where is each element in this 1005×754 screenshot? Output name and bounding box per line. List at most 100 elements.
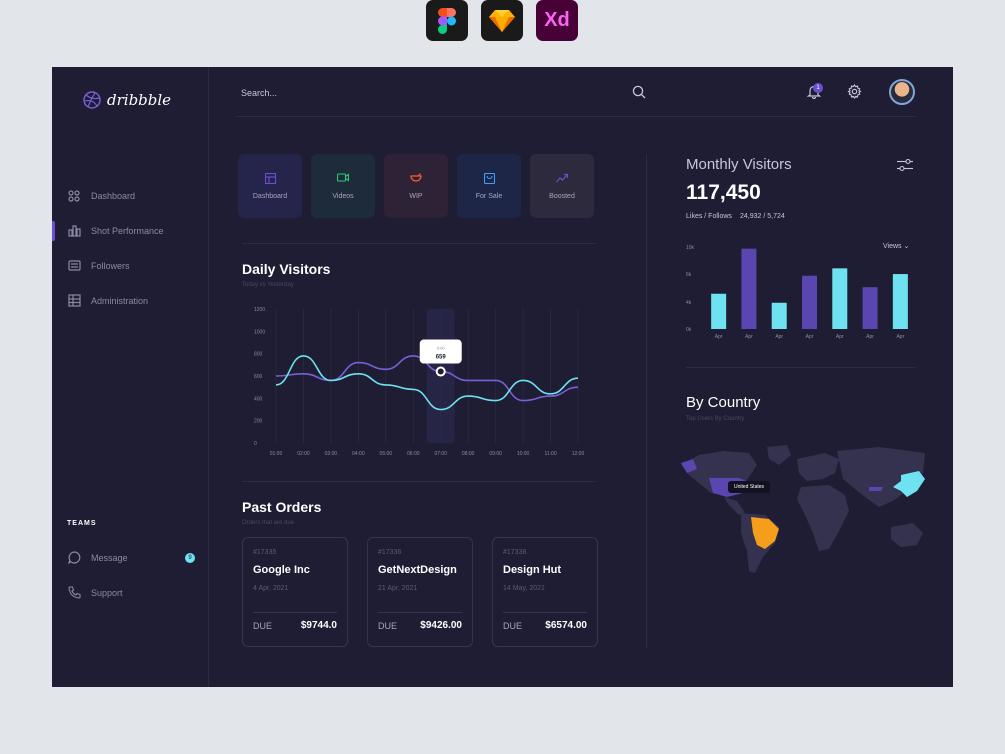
- filter-sliders-icon[interactable]: [897, 158, 913, 177]
- views-dropdown-label: Views: [883, 243, 902, 250]
- category-videos[interactable]: Videos: [311, 154, 375, 218]
- sidebar-item-dashboard[interactable]: Dashboard: [52, 178, 209, 213]
- sidebar-item-label: Shot Performance: [91, 225, 164, 236]
- y-tick-label: 10k: [686, 245, 695, 251]
- sidebar-item-followers[interactable]: Followers: [52, 248, 209, 283]
- bar[interactable]: [862, 287, 878, 329]
- order-card[interactable]: #17335 Google Inc 4 Apr, 2021 DUE $9744.…: [242, 537, 348, 647]
- dashboard-window: dribbble Dashboard Shot Performance Foll…: [52, 67, 953, 687]
- order-client: Google Inc: [253, 564, 310, 576]
- message-count-badge: 9: [185, 552, 195, 563]
- likes-follows-value: 24,932 / 5,724: [740, 213, 785, 220]
- x-tick-label: 06:00: [407, 451, 420, 457]
- x-tick-label: Apr: [866, 334, 874, 340]
- bar[interactable]: [771, 302, 787, 329]
- bar[interactable]: [802, 275, 817, 329]
- y-tick-label: 4k: [686, 300, 692, 306]
- divider: [686, 367, 916, 368]
- map-australia: [891, 523, 923, 547]
- sidebar: dribbble Dashboard Shot Performance Foll…: [52, 67, 209, 687]
- video-icon: [336, 172, 350, 185]
- list-icon: [67, 259, 81, 273]
- y-tick-label: 600: [254, 374, 263, 380]
- order-divider: [503, 612, 587, 613]
- category-label: Videos: [332, 192, 354, 200]
- order-amount: $9426.00: [420, 620, 462, 631]
- x-tick-label: 10:00: [517, 451, 530, 457]
- map-brazil[interactable]: [751, 517, 779, 549]
- category-label: WIP: [409, 192, 423, 200]
- orders-list: #17335 Google Inc 4 Apr, 2021 DUE $9744.…: [242, 537, 598, 647]
- sidebar-item-label: Message: [91, 552, 128, 563]
- search-icon[interactable]: [632, 85, 646, 104]
- map-africa: [797, 485, 849, 551]
- daily-visitors-title: Daily Visitors: [242, 261, 331, 277]
- trending-icon: [556, 173, 569, 185]
- sidebar-item-label: Dashboard: [91, 190, 136, 201]
- x-tick-label: Apr: [745, 334, 753, 340]
- past-orders-subtitle: Orders that are due: [242, 520, 295, 526]
- bar[interactable]: [832, 268, 848, 329]
- order-divider: [378, 612, 462, 613]
- y-tick-label: 200: [254, 419, 263, 425]
- order-card[interactable]: #17336 GetNextDesign 21 Apr, 2021 DUE $9…: [367, 537, 473, 647]
- x-tick-label: Apr: [896, 334, 904, 340]
- order-divider: [253, 612, 337, 613]
- bag-icon: [483, 172, 495, 185]
- category-dashboard[interactable]: Dashboard: [238, 154, 302, 218]
- views-dropdown[interactable]: Views ⌄: [883, 242, 909, 250]
- category-boosted[interactable]: Boosted: [530, 154, 594, 218]
- layout-icon: [264, 172, 276, 185]
- order-amount: $9744.0: [300, 620, 337, 631]
- category-wip[interactable]: WIP: [384, 154, 448, 218]
- xd-label: Xd: [544, 9, 570, 31]
- order-card[interactable]: #17338 Design Hut 14 May, 2021 DUE $6574…: [492, 537, 598, 647]
- x-tick-label: 12:00: [572, 451, 585, 457]
- order-due-label: DUE: [253, 621, 273, 631]
- monthly-visitors-value: 117,450: [686, 181, 761, 204]
- y-tick-label: 0k: [686, 327, 692, 333]
- data-point-marker[interactable]: [435, 366, 446, 377]
- sidebar-item-label: Administration: [91, 295, 149, 306]
- sidebar-item-message[interactable]: Message 9: [52, 540, 209, 575]
- sidebar-item-shot-performance[interactable]: Shot Performance: [52, 213, 209, 248]
- bar[interactable]: [892, 274, 908, 329]
- map-china[interactable]: [893, 471, 925, 497]
- tooltip-value: 659: [436, 355, 447, 361]
- daily-visitors-subtitle: Today vs Yesterday: [242, 282, 294, 288]
- dribbble-icon: [83, 91, 101, 109]
- x-tick-label: 03:00: [325, 451, 338, 457]
- category-label: Dashboard: [252, 192, 288, 200]
- search-input[interactable]: [241, 85, 621, 101]
- divider: [242, 243, 596, 244]
- by-country-title: By Country: [686, 394, 761, 411]
- map-alaska: [681, 459, 697, 473]
- x-tick-label: 09:00: [489, 451, 502, 457]
- order-due-label: DUE: [378, 621, 398, 631]
- category-for-sale[interactable]: For Sale: [457, 154, 521, 218]
- monthly-visitors-title: Monthly Visitors: [686, 156, 792, 173]
- sidebar-nav: Dashboard Shot Performance Followers Adm…: [52, 178, 209, 318]
- divider: [242, 481, 596, 482]
- bar[interactable]: [711, 293, 727, 329]
- dribbble-logo[interactable]: dribbble: [83, 91, 171, 109]
- x-tick-label: Apr: [775, 334, 783, 340]
- x-tick-label: 08:00: [462, 451, 475, 457]
- daily-visitors-chart: 0 200 400 600 800 1000 1200 01:00 02:00 03:00 04:0…: [254, 307, 585, 457]
- sidebar-item-support[interactable]: Support: [52, 575, 209, 610]
- bar[interactable]: [741, 248, 757, 329]
- order-date: 14 May, 2021: [503, 585, 545, 592]
- gear-icon[interactable]: [847, 84, 862, 104]
- table-icon: [67, 294, 81, 308]
- order-date: 4 Apr, 2021: [253, 585, 289, 592]
- map-tooltip: United States: [728, 481, 771, 493]
- bowl-icon: [410, 172, 422, 185]
- avatar[interactable]: [889, 79, 915, 105]
- x-tick-label: 05:00: [380, 451, 393, 457]
- grid-icon: [67, 189, 81, 203]
- tooltip-label: 6:00: [437, 346, 446, 351]
- likes-follows-label: Likes / Follows: [686, 213, 732, 220]
- y-tick-label: 1000: [254, 329, 265, 335]
- map-europe: [797, 453, 839, 481]
- sidebar-item-administration[interactable]: Administration: [52, 283, 209, 318]
